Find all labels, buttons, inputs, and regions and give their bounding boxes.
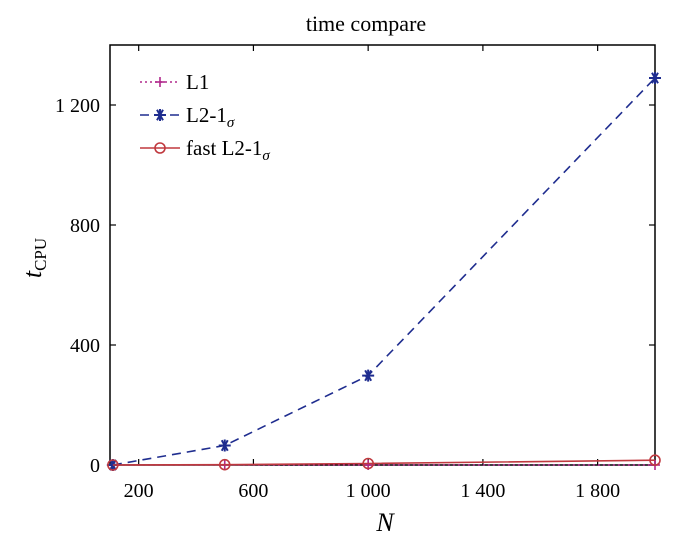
legend-label: L1 bbox=[186, 70, 209, 94]
marker-stroke bbox=[154, 142, 166, 154]
plot-frame bbox=[109, 44, 656, 466]
x-tick-label: 200 bbox=[124, 480, 154, 502]
marker-stroke bbox=[649, 454, 661, 467]
x-axis-label: N bbox=[375, 508, 395, 537]
x-tick-label: 600 bbox=[238, 480, 268, 502]
y-tick-label: 1 200 bbox=[55, 95, 100, 117]
legend-label-name: fast L2-1 bbox=[186, 136, 262, 160]
legend-label-name: L1 bbox=[186, 70, 209, 94]
y-axis-label: tCPU bbox=[18, 238, 50, 278]
y-tick-label: 400 bbox=[70, 335, 100, 357]
legend-label-name: L2-1 bbox=[186, 103, 227, 127]
legend-marker bbox=[154, 142, 166, 154]
data-point-l2-1 bbox=[649, 72, 661, 84]
marker-stroke bbox=[362, 457, 374, 470]
x-tick-label: 1 000 bbox=[346, 480, 391, 502]
y-axis-label-main: t bbox=[18, 270, 47, 278]
data-point-l2-1 bbox=[218, 439, 231, 452]
y-tick-label: 800 bbox=[70, 215, 100, 237]
legend-item-fast-l2-1: fast L2-1σ bbox=[140, 136, 270, 164]
y-axis-label-sub: CPU bbox=[31, 238, 50, 271]
legend-label-sub: σ bbox=[262, 148, 270, 164]
data-point-fast-l2-1 bbox=[107, 459, 119, 471]
series-line-fast-l2-1 bbox=[112, 459, 656, 466]
series-fast-l2-1 bbox=[107, 454, 661, 471]
x-tick-label: 1 800 bbox=[575, 480, 620, 502]
data-point-fast-l2-1 bbox=[218, 458, 231, 471]
x-tick-label: 1 400 bbox=[460, 480, 505, 502]
data-point-l2-1 bbox=[362, 369, 375, 382]
marker-stroke bbox=[218, 458, 231, 471]
legend-marker bbox=[155, 77, 165, 87]
data-point-fast-l2-1 bbox=[649, 454, 661, 467]
y-tick-label: 0 bbox=[90, 455, 100, 477]
legend-label: fast L2-1σ bbox=[186, 136, 270, 164]
x-ticks: 200 600 1 000 1 400 1 800 bbox=[124, 45, 620, 502]
chart-title: time compare bbox=[306, 11, 426, 36]
legend-item-l2-1: L2-1σ bbox=[140, 103, 235, 131]
series-layer bbox=[106, 72, 661, 471]
series-l2-1 bbox=[106, 72, 661, 471]
legend-marker bbox=[154, 109, 166, 121]
data-point-fast-l2-1 bbox=[362, 457, 374, 470]
legend-label-sub: σ bbox=[227, 115, 235, 131]
y-ticks: 0 400 800 1 200 bbox=[55, 95, 655, 477]
marker-stroke bbox=[107, 459, 119, 471]
legend-item-l1: L1 bbox=[140, 70, 209, 94]
legend-label: L2-1σ bbox=[186, 103, 235, 131]
